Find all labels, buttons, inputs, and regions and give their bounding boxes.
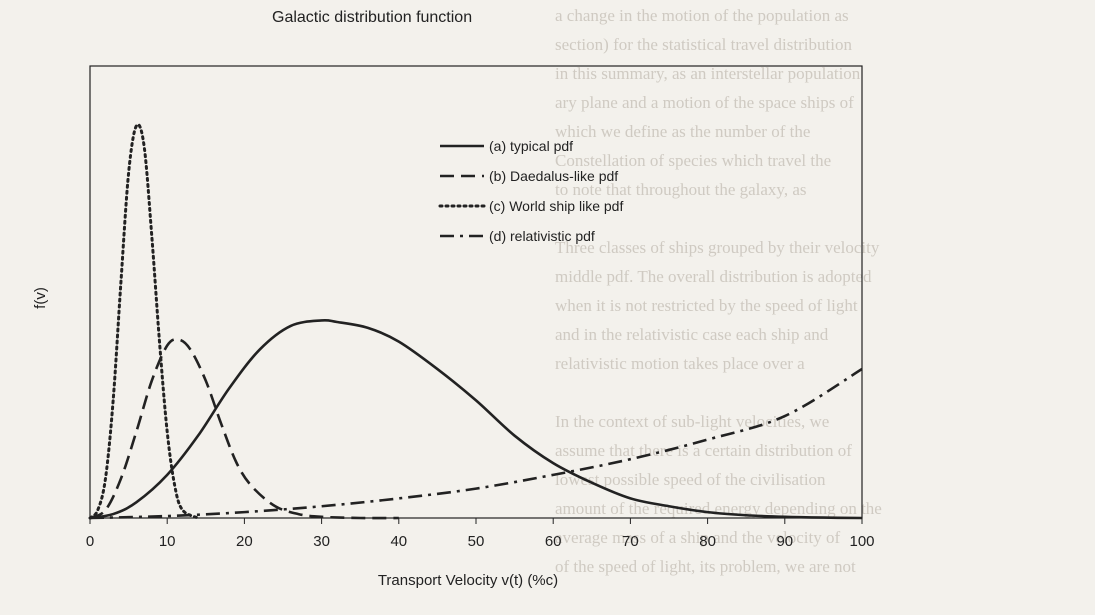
y-axis-title: f(v) <box>32 287 49 309</box>
x-tick-label: 50 <box>468 533 485 550</box>
series-line-c <box>88 123 200 520</box>
legend-label: (c) World ship like pdf <box>489 198 623 214</box>
x-tick-label: 20 <box>236 533 253 550</box>
legend-label: (a) typical pdf <box>489 138 573 154</box>
x-tick-label: 0 <box>86 533 94 550</box>
x-axis-title: Transport Velocity v(t) (%c) <box>378 572 558 589</box>
x-tick-label: 10 <box>159 533 176 550</box>
series-line-d <box>89 367 863 520</box>
series-line-b <box>89 338 399 520</box>
x-tick-label: 30 <box>313 533 330 550</box>
plot-frame <box>89 65 863 519</box>
x-tick-label: 100 <box>849 533 874 550</box>
x-tick-label: 40 <box>390 533 407 550</box>
legend-label: (b) Daedalus-like pdf <box>489 168 618 184</box>
chart-title: Galactic distribution function <box>272 9 472 26</box>
x-tick-label: 90 <box>776 533 793 550</box>
legend-label: (d) relativistic pdf <box>489 228 595 244</box>
series-line-a <box>89 318 863 520</box>
legend: (a) typical pdf (b) Daedalus-like pdf (c) … <box>438 138 623 244</box>
x-axis-ticks: 0 10 20 30 40 50 60 70 80 90 100 <box>86 518 875 550</box>
x-tick-label: 80 <box>699 533 716 550</box>
series-layer <box>88 123 863 520</box>
x-tick-label: 60 <box>545 533 562 550</box>
x-tick-label: 70 <box>622 533 639 550</box>
